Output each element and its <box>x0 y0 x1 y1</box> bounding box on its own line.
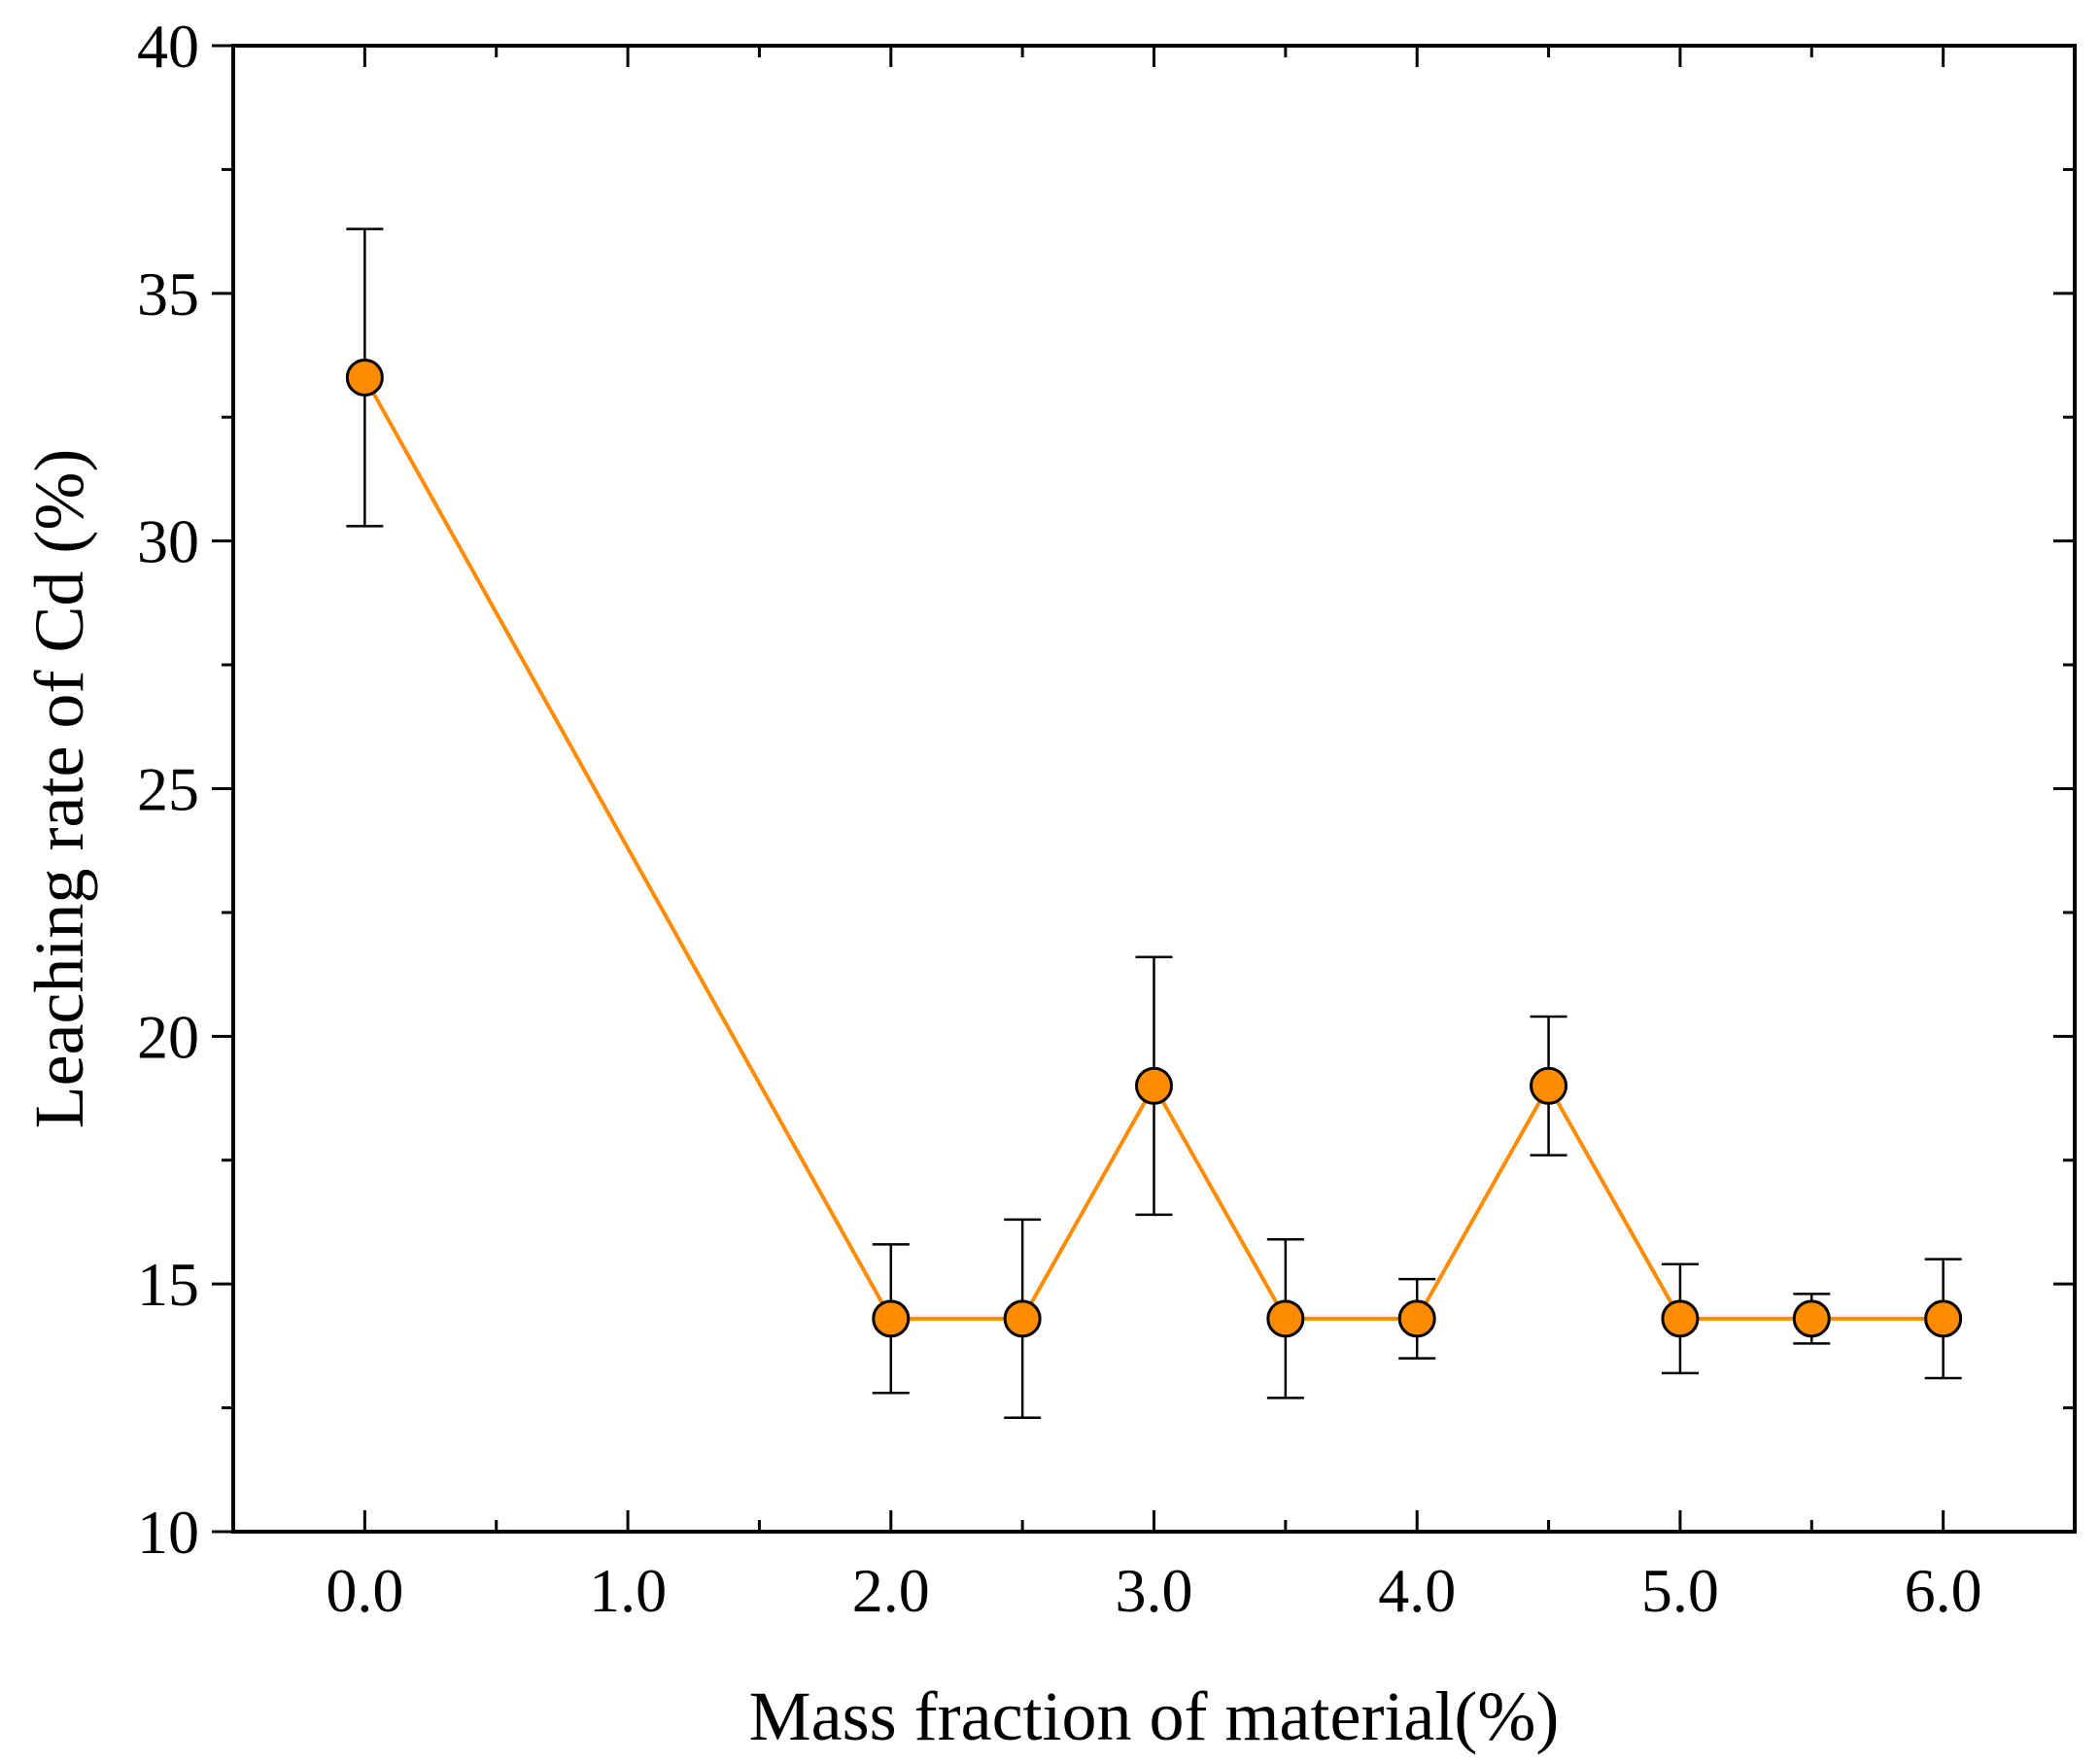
y-tick-label: 20 <box>137 1002 199 1071</box>
data-point <box>345 358 384 397</box>
y-tick-label: 35 <box>137 259 199 328</box>
data-point <box>1003 1299 1042 1338</box>
x-tick-label: 0.0 <box>326 1556 403 1625</box>
y-tick-label: 10 <box>137 1498 199 1567</box>
axes <box>212 44 2077 1534</box>
y-tick-label: 40 <box>137 12 199 81</box>
x-tick-label: 3.0 <box>1116 1556 1193 1625</box>
x-tick-label: 6.0 <box>1905 1556 1982 1625</box>
series-line <box>362 376 1944 1321</box>
data-point <box>1266 1299 1305 1338</box>
y-tick-label: 15 <box>137 1250 199 1319</box>
data-point <box>1397 1299 1436 1338</box>
x-tick-label: 5.0 <box>1641 1556 1719 1625</box>
y-axis-title: Leaching rate of Cd (%) <box>20 449 98 1129</box>
labels: 0.0 1.0 2.0 3.0 4.0 5.0 6.0 10 15 20 25 30 35 40 Mass … <box>20 12 1982 1755</box>
y-tick-label: 25 <box>137 755 199 824</box>
x-tick-label: 4.0 <box>1378 1556 1456 1625</box>
series <box>345 227 1963 1420</box>
data-point <box>1792 1299 1831 1338</box>
data-point <box>1661 1299 1700 1338</box>
y-tick-label: 30 <box>137 507 199 576</box>
data-point <box>1530 1066 1568 1105</box>
x-axis-title: Mass fraction of material(%) <box>749 1677 1560 1755</box>
x-tick-label: 2.0 <box>852 1556 930 1625</box>
data-point <box>1924 1299 1963 1338</box>
x-tick-label: 1.0 <box>589 1556 667 1625</box>
data-point <box>872 1299 911 1338</box>
data-point <box>1135 1066 1173 1105</box>
